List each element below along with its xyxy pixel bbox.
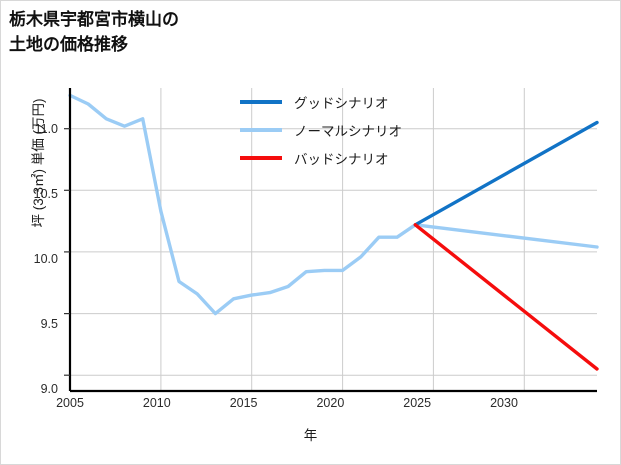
xtick-label: 2025 [403,396,432,410]
series-line-bad [413,223,599,371]
legend-item-bad[interactable]: バッドシナリオ [240,144,455,172]
ytick-label: 10.5 [33,187,58,201]
y-axis-title: 坪 (3.3㎡) 単価 (万円) [31,98,46,228]
legend-swatch-bad [240,156,282,160]
legend-swatch-normal [240,128,282,132]
x-axis-title: 年 [303,428,318,443]
legend-item-normal[interactable]: ノーマルシナリオ [240,116,455,144]
ytick-label: 10.0 [33,252,58,266]
legend-item-good[interactable]: グッドシナリオ [240,88,455,116]
xtick-label: 2010 [142,396,171,410]
xtick-label: 2015 [229,396,258,410]
chart-legend: グッドシナリオ ノーマルシナリオ バッドシナリオ [240,88,455,172]
legend-label-normal: ノーマルシナリオ [294,124,402,139]
y-tick-marks [64,128,70,376]
page-title: 栃木県宇都宮市横山の 土地の価格推移 [9,10,179,54]
axis-spines [68,88,597,393]
ytick-label: 11.0 [34,122,58,136]
ytick-label: 9.5 [40,317,58,331]
plot-background [70,88,597,390]
ytick-label: 9.0 [40,382,58,396]
series-line-good [413,120,599,227]
legend-swatch-good [240,100,282,104]
y-gridlines [70,128,597,376]
legend-label-bad: バッドシナリオ [294,152,389,167]
legend-label-good: グッドシナリオ [294,96,389,111]
xtick-label: 2005 [56,396,84,410]
series-line-normal [68,93,599,316]
xtick-label: 2020 [316,396,345,410]
xtick-label: 2030 [490,396,518,410]
